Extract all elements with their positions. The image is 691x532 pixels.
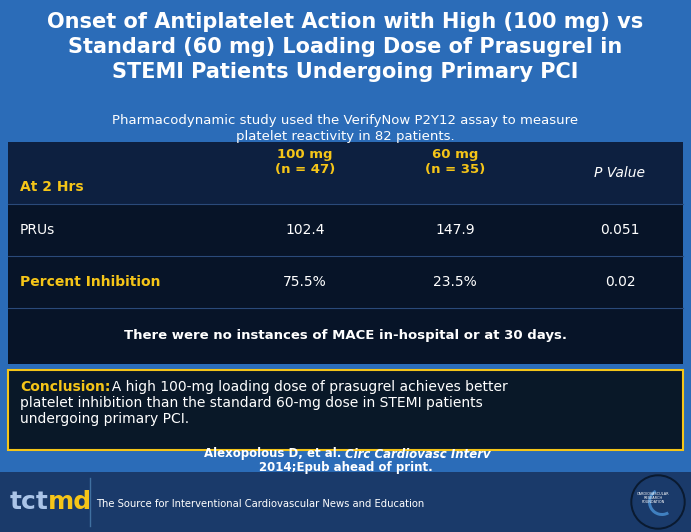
Text: platelet inhibition than the standard 60-mg dose in STEMI patients: platelet inhibition than the standard 60… (20, 396, 483, 410)
Text: Percent Inhibition: Percent Inhibition (20, 275, 160, 289)
Text: A high 100-mg loading dose of prasugrel achieves better: A high 100-mg loading dose of prasugrel … (103, 380, 508, 394)
Bar (0, 472, 691, 532)
Text: CARDIOVASCULAR: CARDIOVASCULAR (636, 492, 670, 496)
Text: 0.051: 0.051 (600, 223, 640, 237)
Text: 23.5%: 23.5% (433, 275, 477, 289)
Text: Conclusion:: Conclusion: (20, 380, 111, 394)
Text: tct: tct (10, 490, 49, 514)
Text: The Source for Interventional Cardiovascular News and Education: The Source for Interventional Cardiovasc… (96, 499, 424, 509)
Text: 60 mg
(n = 35): 60 mg (n = 35) (425, 148, 485, 176)
Text: 102.4: 102.4 (285, 223, 325, 237)
Circle shape (631, 475, 685, 529)
Text: Pharmacodynamic study used the VerifyNow P2Y12 assay to measure
platelet reactiv: Pharmacodynamic study used the VerifyNow… (113, 114, 578, 143)
Text: FOUNDATION: FOUNDATION (641, 500, 665, 504)
Text: Onset of Antiplatelet Action with High (100 mg) vs
Standard (60 mg) Loading Dose: Onset of Antiplatelet Action with High (… (48, 12, 643, 81)
Bar (8, 370, 683, 450)
Text: undergoing primary PCI.: undergoing primary PCI. (20, 412, 189, 426)
Wedge shape (648, 490, 669, 516)
Text: 100 mg
(n = 47): 100 mg (n = 47) (275, 148, 335, 176)
Text: PRUs: PRUs (20, 223, 55, 237)
Text: md: md (48, 490, 92, 514)
Text: Circ Cardiovasc Interv: Circ Cardiovasc Interv (346, 447, 491, 461)
Text: RESEARCH: RESEARCH (643, 496, 663, 500)
Text: 147.9: 147.9 (435, 223, 475, 237)
Text: .: . (440, 447, 445, 461)
Text: 2014;Epub ahead of print.: 2014;Epub ahead of print. (258, 461, 433, 475)
Text: P Value: P Value (594, 166, 645, 180)
Text: Alexopolous D, et al.: Alexopolous D, et al. (204, 447, 346, 461)
Text: There were no instances of MACE in-hospital or at 30 days.: There were no instances of MACE in-hospi… (124, 329, 567, 343)
Bar (8, 142, 683, 204)
Text: At 2 Hrs: At 2 Hrs (20, 180, 84, 194)
Text: 75.5%: 75.5% (283, 275, 327, 289)
Circle shape (633, 477, 683, 527)
Bar (8, 142, 683, 364)
Text: 0.02: 0.02 (605, 275, 635, 289)
